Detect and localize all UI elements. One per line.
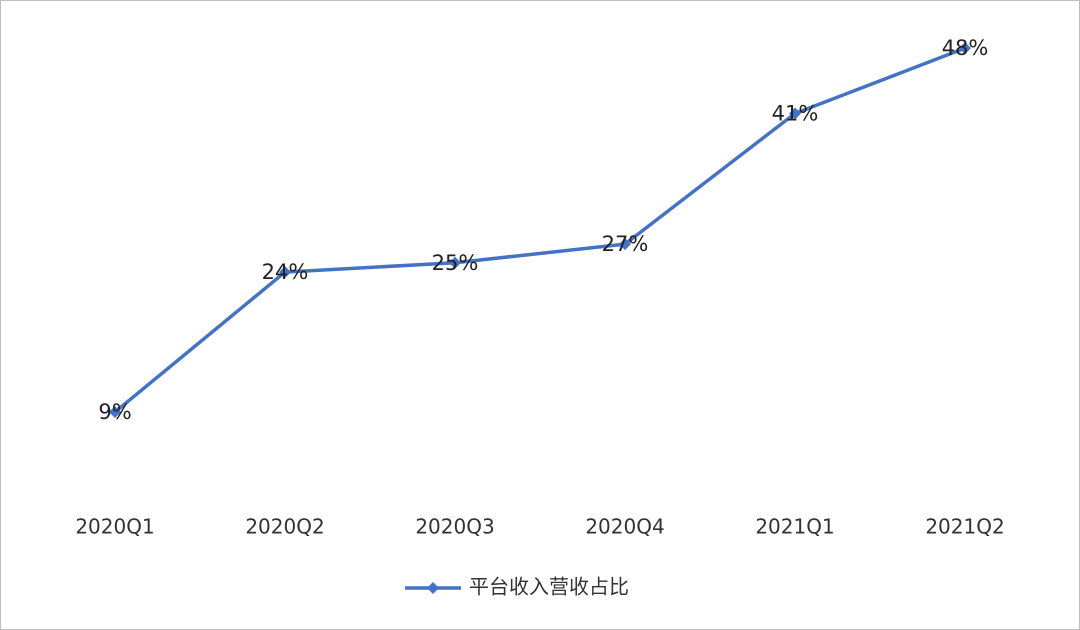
legend-marker <box>427 582 439 594</box>
point-marker <box>619 238 631 251</box>
point-marker <box>789 107 801 120</box>
data-label: 41% <box>772 101 819 125</box>
x-tick-label: 2020Q3 <box>415 515 494 539</box>
data-label: 9% <box>98 400 131 424</box>
data-label: 25% <box>432 251 479 275</box>
legend-label: 平台收入营收占比 <box>469 575 629 599</box>
x-tick-label: 2020Q2 <box>245 515 324 539</box>
point-marker <box>449 256 461 269</box>
data-label: 27% <box>602 232 649 256</box>
x-tick-label: 2020Q1 <box>75 515 154 539</box>
point-marker <box>109 406 121 419</box>
point-marker <box>959 42 971 55</box>
point-marker <box>279 266 291 279</box>
data-label: 24% <box>262 260 309 284</box>
data-label: 48% <box>942 36 989 60</box>
x-tick-label: 2021Q2 <box>925 515 1004 539</box>
x-tick-label: 2021Q1 <box>755 515 834 539</box>
series-line <box>113 46 966 414</box>
x-tick-label: 2020Q4 <box>585 515 664 539</box>
